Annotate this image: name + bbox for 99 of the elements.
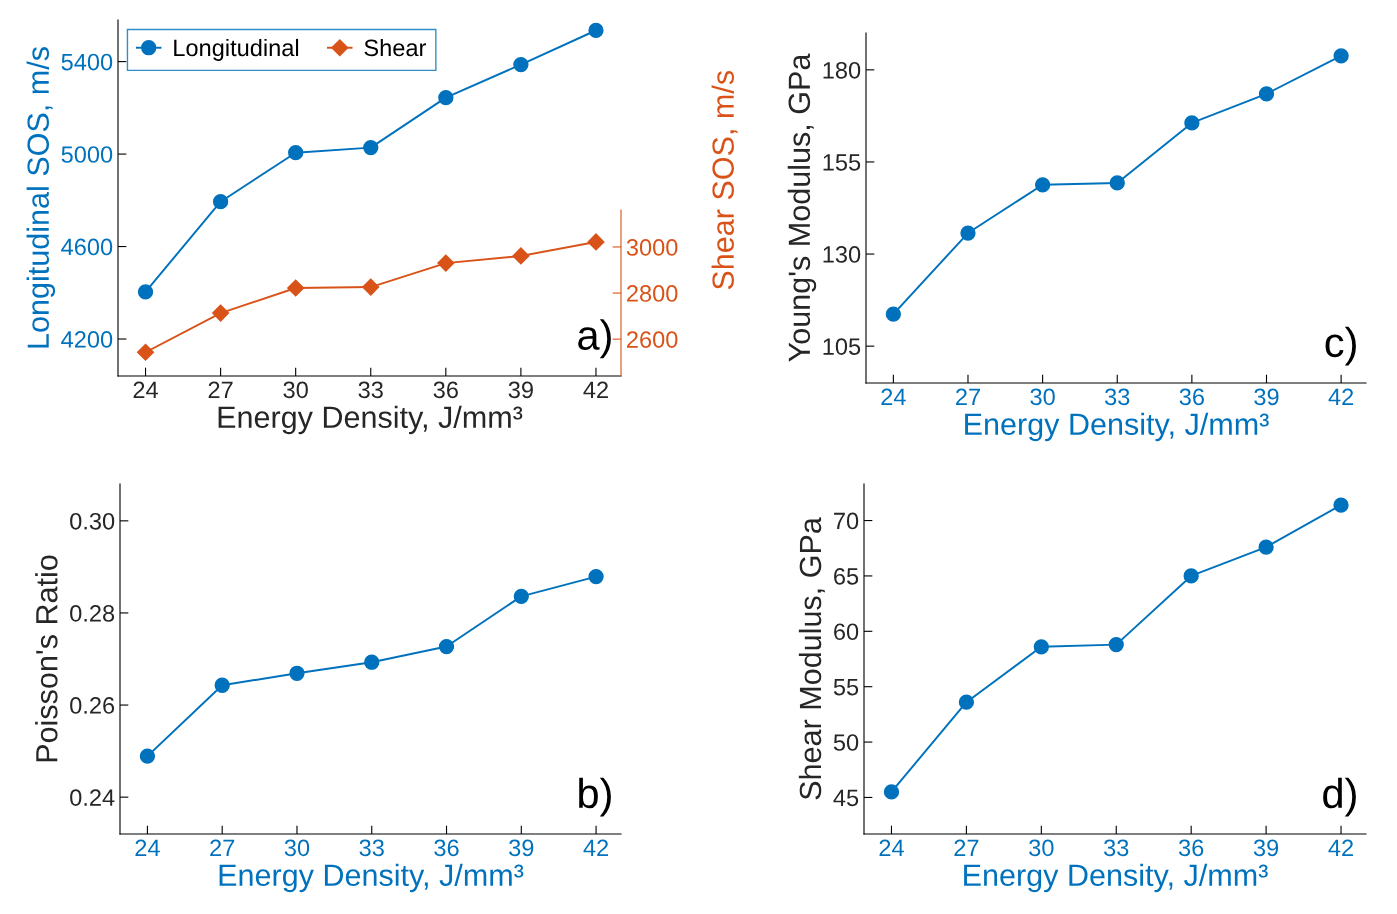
point (136, 343, 155, 361)
y-tick-label: 0.30 (70, 512, 115, 530)
point (1108, 636, 1124, 653)
x-tick-label: 27 (210, 839, 235, 856)
point (287, 279, 305, 297)
point (1333, 497, 1349, 513)
point (212, 194, 229, 210)
y-tick-label: 60 (834, 623, 859, 641)
x-tick-label: 30 (283, 381, 308, 399)
x-tick-label: 42 (583, 839, 609, 856)
x-tick-label: 24 (879, 839, 904, 856)
point (139, 748, 156, 764)
y2-tick-label: 3000 (626, 239, 678, 256)
point (885, 306, 902, 322)
y-tick-label: 50 (833, 734, 859, 751)
point (212, 304, 230, 322)
x-tick-label: 33 (1105, 388, 1130, 406)
point (1333, 48, 1349, 64)
y-tick-label: 4200 (61, 331, 113, 348)
y-tick-label: 0.28 (70, 605, 115, 622)
y-axis-title: Shear Modulus, GPa (798, 517, 825, 800)
x-tick-label: 24 (881, 388, 906, 405)
x-tick-label: 24 (133, 381, 158, 398)
x-tick-label: 36 (433, 381, 458, 399)
point (960, 225, 976, 241)
x-tick-label: 27 (954, 839, 979, 856)
y-tick-label: 4600 (61, 238, 113, 256)
point (883, 784, 900, 800)
x-tick-label: 24 (135, 839, 160, 856)
y-tick-label: 5400 (61, 53, 113, 71)
annotation: a) (578, 319, 611, 359)
point (364, 654, 380, 670)
x-axis-title: Energy Density, J/mm³ (964, 863, 1268, 893)
x-tick-label: 27 (956, 388, 980, 405)
point (137, 284, 154, 300)
y2-tick-label: 2800 (627, 285, 678, 302)
x-tick-label: 39 (508, 381, 533, 399)
legend-label: Shear (364, 38, 427, 57)
annotation: b) (579, 777, 611, 817)
x-tick-label: 33 (359, 839, 384, 857)
point (438, 638, 455, 655)
point (513, 588, 529, 605)
point (1258, 86, 1275, 102)
y-tick-label: 70 (834, 512, 859, 530)
legend-label: Longitudinal (174, 38, 299, 61)
y-axis-title: Longitudinal SOS, m/s (26, 47, 56, 348)
y-tick-label: 5000 (61, 146, 113, 163)
point (588, 22, 604, 39)
y-tick-label: 155 (823, 154, 861, 171)
y-tick-label: 130 (823, 246, 861, 263)
x-axis-title: Energy Density, J/mm³ (218, 405, 523, 435)
point (289, 665, 305, 681)
point (437, 254, 455, 272)
x-tick-label: 30 (284, 839, 310, 857)
point (362, 278, 380, 296)
point (588, 568, 604, 585)
point (1184, 115, 1200, 131)
x-tick-label: 39 (1254, 388, 1279, 406)
x-tick-label: 27 (208, 381, 233, 398)
point (1183, 568, 1199, 584)
y-tick-label: 0.24 (70, 789, 115, 806)
x-axis-title: Energy Density, J/mm³ (219, 863, 524, 893)
point (512, 247, 530, 265)
y-tick-label: 180 (823, 61, 861, 79)
x-tick-label: 33 (1104, 839, 1129, 857)
x-axis-title: Energy Density, J/mm³ (965, 412, 1269, 442)
point (513, 56, 529, 73)
point (363, 139, 379, 156)
y-tick-label: 65 (834, 568, 859, 585)
x-tick-label: 33 (358, 381, 383, 399)
point (1109, 175, 1125, 191)
y-tick-label: 55 (833, 679, 859, 696)
x-tick-label: 42 (1328, 839, 1353, 856)
annotation: c) (1325, 326, 1356, 366)
point (587, 233, 605, 251)
x-tick-label: 39 (509, 839, 534, 857)
annotation: d) (1323, 777, 1356, 817)
x-tick-label: 30 (1030, 388, 1055, 406)
y2-tick-label: 2600 (627, 331, 678, 348)
y-tick-label: 0.26 (70, 697, 115, 714)
y-axis-title: Poisson's Ratio (35, 555, 58, 762)
x-tick-label: 36 (1179, 388, 1204, 406)
y-tick-label: 105 (823, 338, 861, 355)
x-tick-label: 36 (434, 839, 459, 857)
x-tick-label: 42 (583, 381, 608, 398)
point (1258, 539, 1274, 555)
point (438, 90, 454, 106)
point (1034, 177, 1051, 193)
y-tick-label: 45 (833, 789, 859, 807)
y2-axis-title: Shear SOS, m/s (711, 70, 738, 290)
point (958, 694, 975, 710)
point (214, 677, 230, 693)
x-tick-label: 36 (1178, 839, 1204, 857)
x-tick-label: 39 (1253, 839, 1279, 857)
x-tick-label: 30 (1029, 839, 1054, 857)
y-axis-title: Young's Modulus, GPa (787, 53, 817, 362)
point (288, 145, 304, 161)
x-tick-label: 42 (1328, 388, 1354, 405)
point (1033, 639, 1049, 655)
